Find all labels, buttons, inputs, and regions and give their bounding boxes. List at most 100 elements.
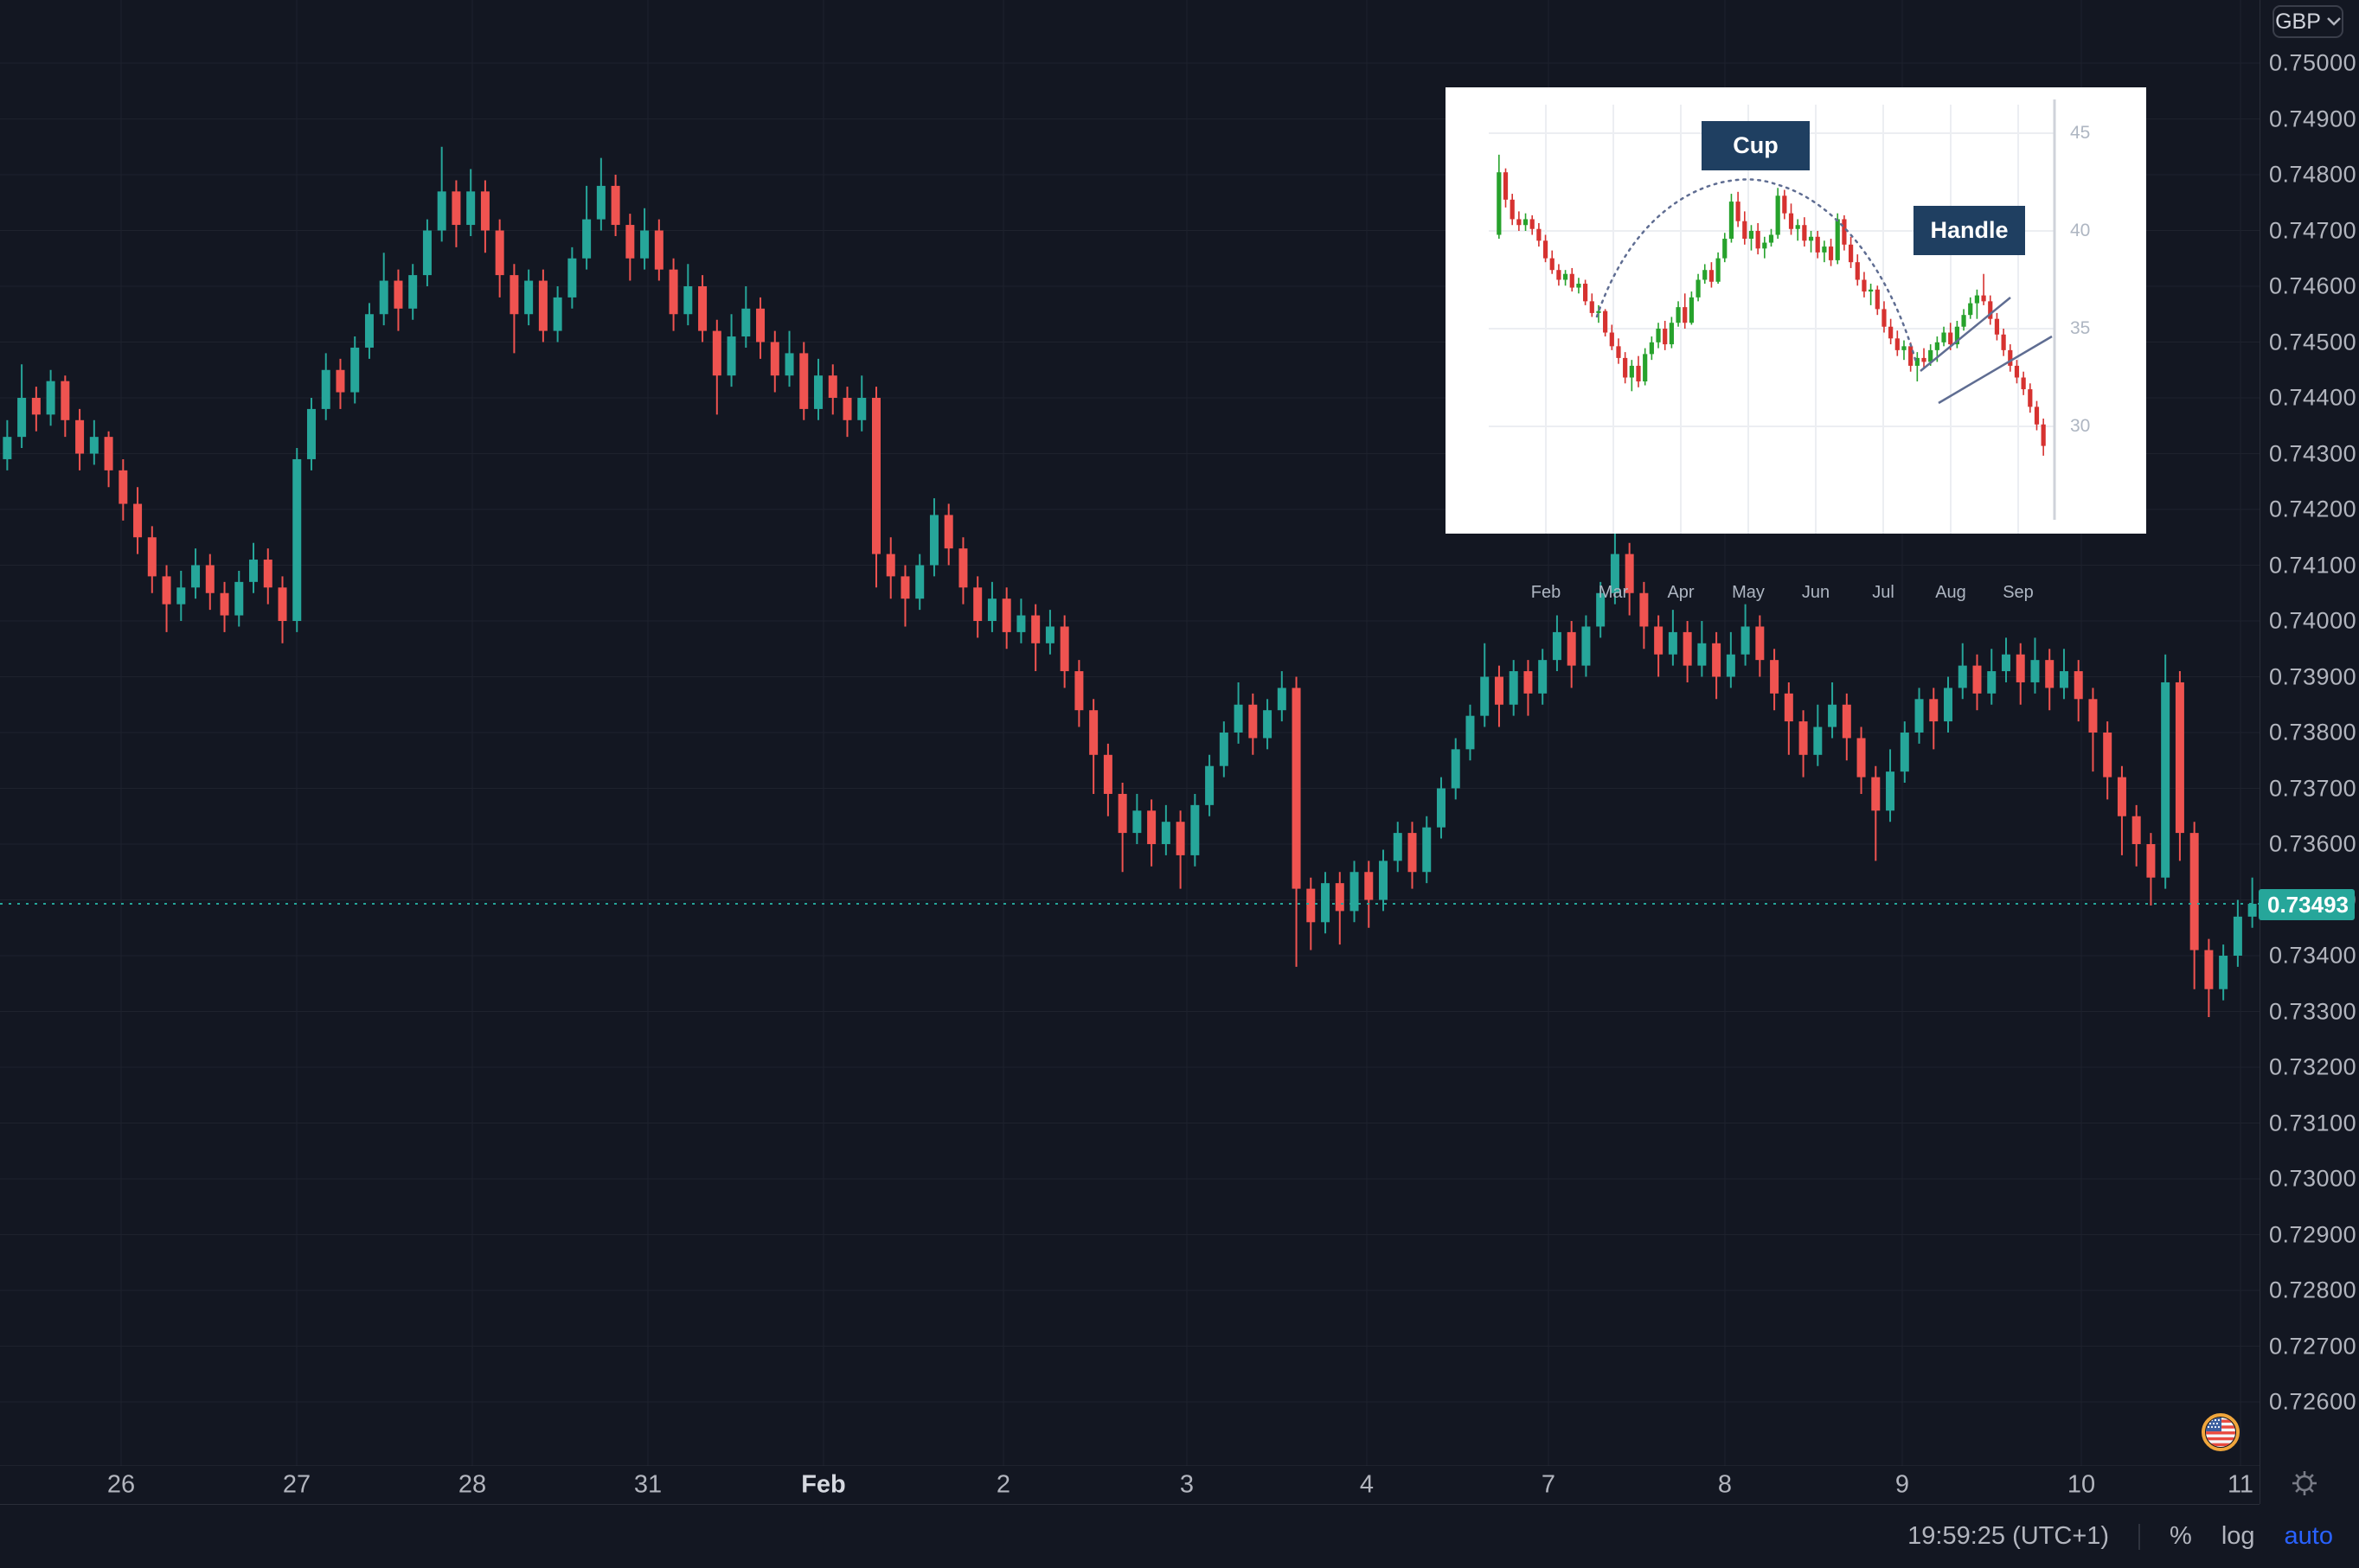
candle-body	[1802, 225, 1807, 241]
time-tick-label: 7	[1541, 1470, 1556, 1499]
candle-body	[75, 419, 85, 454]
candle-body	[2045, 660, 2055, 688]
candle-body	[1643, 354, 1648, 382]
candlestick-chart-pane[interactable]	[0, 0, 2260, 1504]
handle-pattern-label: Handle	[1913, 206, 2025, 255]
inset-month-label: Aug	[1935, 583, 1966, 602]
candle-body	[828, 375, 837, 398]
candle-body	[698, 286, 708, 331]
candle-body	[147, 537, 157, 577]
candle-body	[1689, 297, 1695, 323]
candle-body	[1697, 643, 1707, 666]
candle-body	[843, 398, 852, 420]
candle-body	[785, 353, 794, 376]
candle-body	[1683, 307, 1688, 323]
candle-body	[379, 280, 388, 315]
candle-body	[1393, 833, 1402, 861]
time-tick-label: Feb	[801, 1470, 846, 1499]
chevron-down-icon	[2327, 17, 2341, 26]
candle-body	[162, 576, 171, 605]
candle-body	[1908, 346, 1913, 366]
currency-selector-button[interactable]: GBP	[2272, 5, 2343, 38]
inset-month-label: Apr	[1667, 583, 1695, 602]
candle-body	[2131, 816, 2141, 844]
candle-body	[1623, 357, 1628, 378]
candle-body	[1775, 195, 1780, 235]
candle-body	[1862, 279, 1867, 292]
candle-body	[1900, 733, 1909, 772]
candle-body	[1815, 236, 1820, 253]
candle-body	[1702, 270, 1708, 280]
candle-body	[1755, 626, 1765, 661]
candle-body	[1974, 295, 1980, 304]
candle-body	[973, 587, 983, 621]
candle-body	[1972, 665, 1982, 694]
axis-settings-button[interactable]	[2281, 1469, 2328, 1498]
time-axis[interactable]: 26 27 28 31 Feb 2 3 4 7 8 9 10 11	[0, 1466, 2260, 1505]
candle-body	[2041, 424, 2046, 446]
candle-body	[1219, 733, 1228, 766]
candle-body	[1335, 883, 1344, 912]
price-tick-label: 0.74100	[2269, 552, 2357, 578]
candle-body	[756, 308, 766, 342]
candle-body	[1901, 346, 1907, 350]
candle-body	[2204, 950, 2214, 989]
candle-body	[350, 347, 360, 393]
candle-body	[1654, 626, 1663, 655]
candle-body	[915, 565, 925, 599]
candle-body	[1480, 676, 1490, 716]
candle-body	[582, 219, 592, 259]
inset-month-label: Mar	[1598, 583, 1629, 602]
candle-body	[770, 342, 779, 376]
candle-body	[2175, 682, 2184, 834]
candle-body	[1968, 303, 1973, 316]
candle-body	[1277, 688, 1286, 711]
price-axis[interactable]: GBP 0.75000 0.74900 0.74800 0.74700 0.74600 0…	[2259, 0, 2359, 1504]
candle-body	[567, 258, 577, 298]
candle-body	[1683, 631, 1692, 666]
candle-body	[1928, 349, 1933, 362]
inset-month-label: Jun	[1801, 583, 1830, 602]
candle-body	[2219, 956, 2228, 989]
candle-body	[510, 275, 519, 315]
candle-body	[640, 230, 650, 259]
candle-body	[799, 353, 809, 409]
candle-body	[1002, 598, 1011, 632]
cup-pattern-label: Cup	[1702, 121, 1810, 170]
candle-body	[1132, 810, 1142, 834]
candle-body	[1060, 626, 1069, 672]
candle-body	[1795, 225, 1800, 229]
inset-month-label: Feb	[1530, 583, 1561, 602]
candle-body	[61, 381, 70, 420]
candle-body	[2247, 904, 2257, 917]
log-scale-button[interactable]: log	[2221, 1522, 2255, 1550]
candle-body	[1509, 671, 1518, 705]
candle-body	[1523, 671, 1533, 694]
candle-body	[1886, 771, 1895, 811]
candle-body	[1784, 693, 1793, 722]
price-tick-label: 0.73300	[2269, 998, 2357, 1024]
inset-value-label: 35	[2070, 318, 2091, 338]
candle-body	[1961, 315, 1966, 327]
candle-body	[1726, 654, 1735, 677]
candle-body	[336, 369, 345, 393]
candle-body	[263, 560, 272, 588]
us-flag-icon	[2202, 1413, 2240, 1451]
candle-body	[1045, 626, 1054, 643]
candle-body	[306, 408, 316, 459]
percent-scale-button[interactable]: %	[2170, 1522, 2192, 1550]
candle-body	[1958, 665, 1967, 688]
candle-body	[1576, 284, 1581, 288]
candle-body	[2233, 916, 2242, 956]
cup-arc	[1595, 178, 1918, 364]
candle-body	[1921, 357, 1926, 362]
candle-body	[1987, 671, 1997, 694]
candle-body	[1755, 231, 1760, 249]
candle-body	[1813, 726, 1823, 755]
candle-body	[2088, 699, 2098, 733]
price-tick-label: 0.73700	[2269, 775, 2357, 801]
auto-scale-button[interactable]: auto	[2284, 1522, 2333, 1550]
candle-body	[1842, 219, 1847, 245]
candle-body	[2028, 389, 2033, 407]
time-tick-label: 3	[1179, 1470, 1195, 1499]
